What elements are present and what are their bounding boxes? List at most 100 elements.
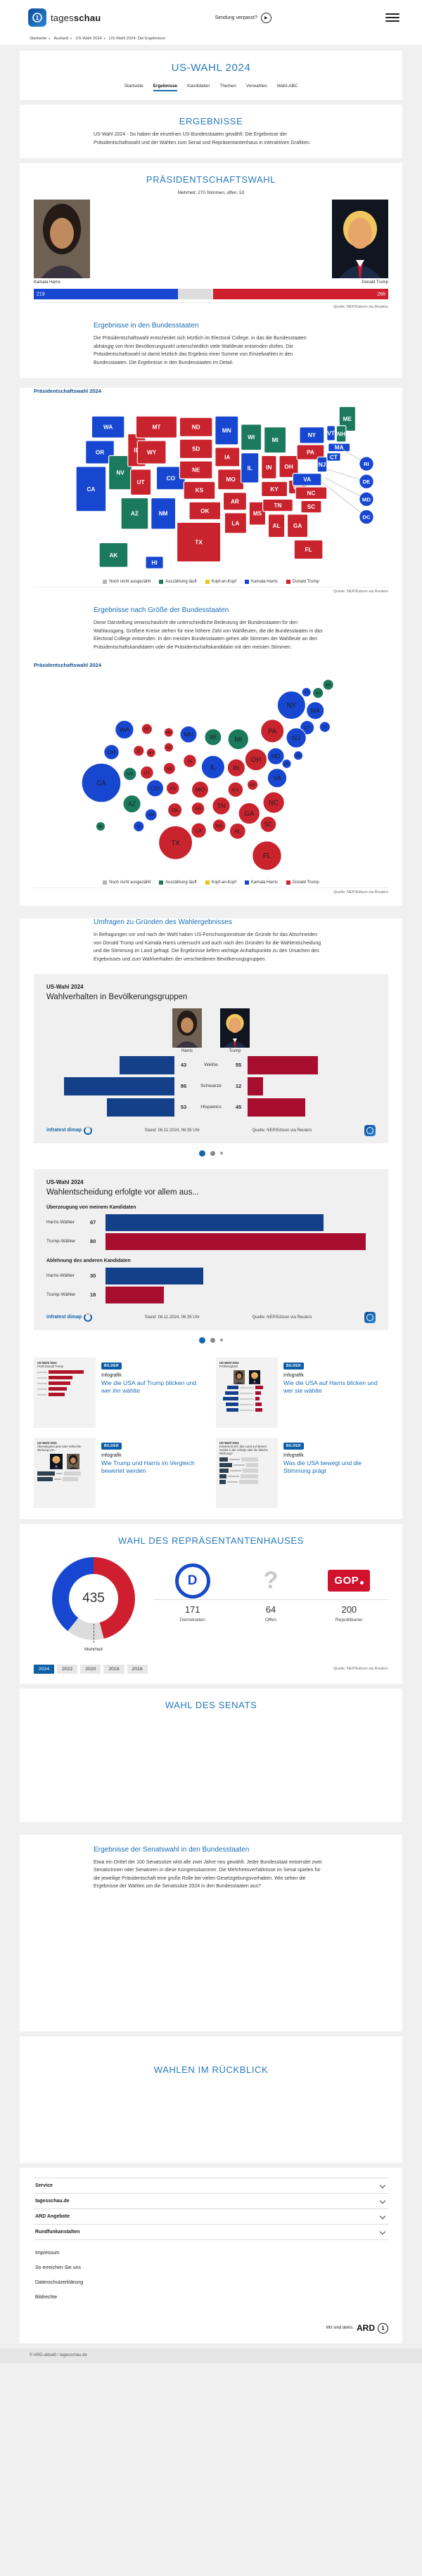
state-callout-DC[interactable] — [359, 510, 373, 524]
state-tile-AR[interactable] — [222, 492, 247, 511]
state-tile-IL[interactable] — [241, 453, 260, 484]
state-tile-GA[interactable] — [286, 514, 309, 538]
state-tile-VT[interactable] — [326, 425, 335, 441]
state-tile-NJ[interactable] — [316, 457, 328, 473]
state-tile-MI[interactable] — [264, 427, 287, 454]
state-tile-OK[interactable] — [188, 502, 222, 521]
state-bubble-MA[interactable] — [306, 701, 325, 720]
us-bubble-cartogram[interactable]: WA OR CA NV ID MT WY UT AZ CO NM ND SD NE KS OK TX MN IA MO… — [20, 672, 402, 876]
state-tile-NC[interactable] — [295, 486, 328, 500]
teaser-title[interactable]: Wie die USA auf Harris blicken und wer s… — [283, 1379, 378, 1394]
hamburger-menu-icon[interactable] — [385, 13, 399, 22]
state-tile-MT[interactable] — [135, 415, 178, 439]
accordion-ard-angebote[interactable]: ARD Angebote — [34, 2209, 388, 2225]
state-tile-CA[interactable] — [75, 466, 107, 512]
carousel-dot-2[interactable] — [210, 1150, 215, 1156]
accordion-rundfunkanstalten[interactable]: Rundfunkanstalten — [34, 2225, 388, 2240]
state-bubble-NE[interactable] — [162, 762, 176, 775]
state-tile-HI[interactable] — [145, 556, 164, 570]
state-bubble-GA[interactable] — [238, 802, 260, 824]
state-bubble-OK[interactable] — [167, 802, 183, 817]
state-bubble-MN[interactable] — [179, 725, 198, 743]
state-bubble-MD[interactable] — [267, 747, 285, 765]
state-tile-SD[interactable] — [179, 438, 213, 460]
state-bubble-AK[interactable] — [95, 821, 106, 831]
state-tile-UT[interactable] — [130, 469, 152, 496]
state-tile-ME[interactable] — [338, 406, 357, 432]
state-bubble-IN[interactable] — [226, 758, 245, 777]
state-tile-WY[interactable] — [136, 440, 167, 464]
us-choropleth-map[interactable]: WA OR CA NV ID MT WY UT AZ CO NM ND SD NE KS OK TX MN IA MO… — [20, 398, 402, 574]
link-bildrechte[interactable]: Bildrechte — [35, 2294, 58, 2300]
year-button-2018[interactable]: 2018 — [103, 1664, 124, 1674]
state-tile-WA[interactable] — [91, 415, 125, 439]
tab-vorwahlen[interactable]: Vorwahlen — [245, 84, 267, 89]
state-bubble-OH[interactable] — [244, 748, 268, 771]
state-bubble-MO[interactable] — [191, 780, 209, 798]
state-bubble-NC[interactable] — [262, 791, 285, 814]
state-tile-PA[interactable] — [296, 444, 325, 461]
breadcrumb-item[interactable]: Startseite — [30, 37, 47, 41]
year-button-2024[interactable]: 2024 — [34, 1664, 55, 1674]
state-tile-NE[interactable] — [179, 460, 213, 480]
electoral-result-bar[interactable]: 219 266 — [34, 287, 388, 301]
state-bubble-NH[interactable] — [312, 687, 324, 698]
state-bubble-SC[interactable] — [260, 815, 277, 833]
tab-kandidaten[interactable]: Kandidaten — [187, 84, 210, 89]
state-bubble-MI[interactable] — [227, 728, 249, 750]
state-bubble-KY[interactable] — [227, 781, 244, 798]
state-bubble-IL[interactable] — [200, 755, 225, 779]
state-bubble-AR[interactable] — [191, 801, 205, 816]
link-impressum[interactable]: Impressum — [35, 2250, 60, 2256]
teaser-title[interactable]: Wie die USA auf Trump blicken und wer ih… — [101, 1379, 197, 1394]
tab-themen[interactable]: Themen — [219, 84, 236, 89]
year-button-2016[interactable]: 2016 — [127, 1664, 148, 1674]
state-bubble-WV[interactable] — [247, 779, 259, 791]
state-tile-OH[interactable] — [279, 455, 299, 479]
carousel-dot-1[interactable] — [199, 1336, 205, 1344]
state-bubble-UT[interactable] — [140, 765, 154, 779]
state-bubble-DE[interactable] — [293, 750, 304, 760]
state-bubble-WY[interactable] — [146, 747, 156, 757]
accordion-tagesschau-de[interactable]: tagesschau.de — [34, 2194, 388, 2209]
teaser-card-2[interactable]: US-Wahl 2024 Profilvergleich BILDER Infogr… — [216, 1357, 388, 1428]
state-tile-SC[interactable] — [300, 500, 322, 514]
carousel-dot-1[interactable] — [199, 1150, 205, 1157]
state-tile-AZ[interactable] — [120, 497, 149, 530]
state-callout-DE[interactable] — [359, 474, 373, 489]
state-tile-AK[interactable] — [98, 542, 129, 568]
state-bubble-CA[interactable] — [81, 762, 122, 802]
state-bubble-VA[interactable] — [267, 767, 288, 788]
state-tile-ND[interactable] — [179, 417, 213, 438]
state-tile-IN[interactable] — [261, 455, 277, 480]
state-tile-NH[interactable] — [335, 425, 347, 443]
state-bubble-NY[interactable] — [276, 690, 306, 720]
state-bubble-DC[interactable] — [281, 758, 292, 769]
accordion-service[interactable]: Service — [34, 2178, 388, 2194]
state-tile-CT[interactable] — [326, 453, 341, 462]
state-bubble-WI[interactable] — [204, 728, 222, 746]
carousel-dot-3[interactable] — [220, 1339, 223, 1342]
state-bubble-IA[interactable] — [183, 753, 197, 768]
state-tile-WI[interactable] — [241, 424, 262, 451]
carousel-dot-3[interactable] — [220, 1152, 223, 1155]
link-kontakt[interactable]: So erreichen Sie uns — [35, 2265, 81, 2270]
state-callout-MD[interactable] — [359, 493, 373, 507]
state-tile-FL[interactable] — [293, 540, 324, 560]
play-icon[interactable]: ▶ — [260, 12, 271, 23]
tab-startseite[interactable]: Startseite — [124, 84, 143, 89]
state-tile-VA[interactable] — [292, 473, 322, 486]
state-bubble-FL[interactable] — [252, 840, 282, 871]
link-datenschutz[interactable]: Datenschutzerklärung — [35, 2279, 84, 2285]
state-tile-OR[interactable] — [85, 440, 115, 464]
state-bubble-MT[interactable] — [141, 722, 153, 735]
year-button-2022[interactable]: 2022 — [57, 1664, 78, 1674]
state-bubble-OR[interactable] — [103, 743, 120, 760]
state-tile-NY[interactable] — [299, 427, 325, 444]
house-donut-chart[interactable]: 435 Mehrheit — [34, 1556, 153, 1652]
state-tile-NM[interactable] — [151, 497, 177, 530]
state-bubble-HI[interactable] — [133, 820, 145, 832]
breadcrumb-item[interactable]: Ausland — [53, 37, 69, 41]
year-button-2020[interactable]: 2020 — [80, 1664, 101, 1674]
state-bubble-PA[interactable] — [260, 718, 285, 743]
